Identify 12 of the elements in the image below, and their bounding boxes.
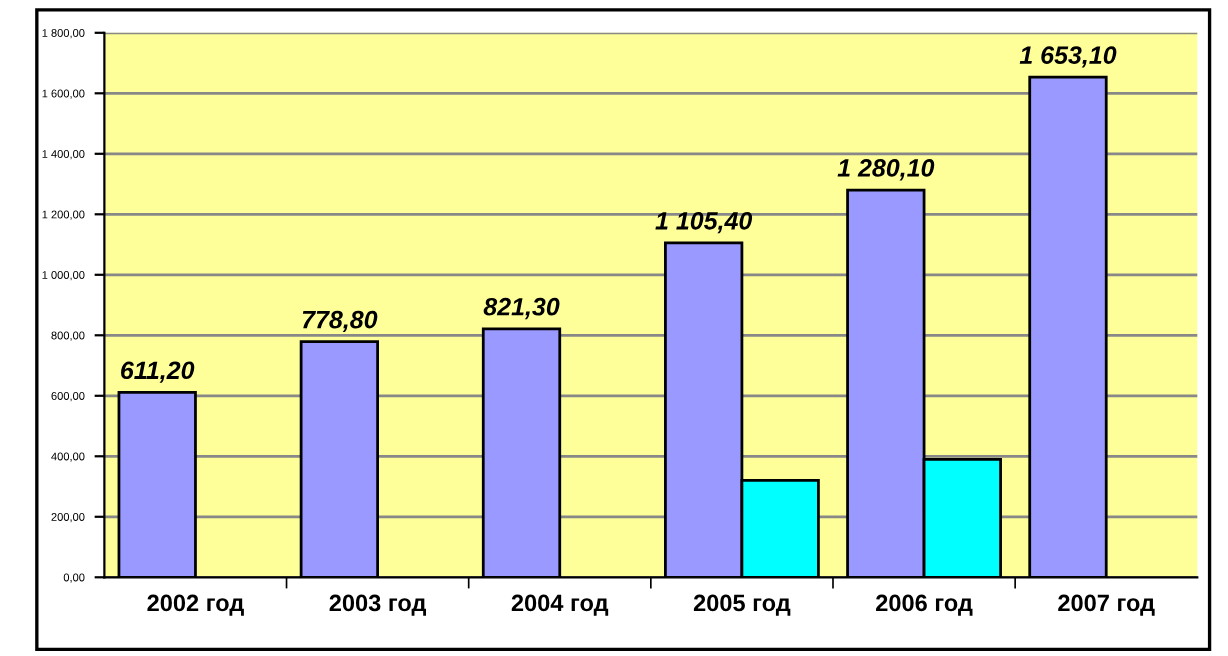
data-label: 1 105,40	[655, 211, 753, 234]
data-label: 821,30	[483, 297, 560, 320]
x-tick-label: 2004 год	[511, 594, 609, 616]
x-tick-label: 2003 год	[329, 594, 427, 616]
x-tick-label: 2006 год	[876, 594, 973, 616]
data-label: 611,20	[121, 361, 195, 383]
data-label: 778,80	[302, 310, 378, 333]
x-tick-label: 2007 год	[1058, 594, 1155, 616]
x-tick-label: 2002 год	[147, 594, 244, 616]
x-tick-label: 2005 год	[693, 594, 791, 616]
data-label: 1 653,10	[1019, 46, 1117, 68]
data-label: 1 280,10	[837, 159, 935, 181]
